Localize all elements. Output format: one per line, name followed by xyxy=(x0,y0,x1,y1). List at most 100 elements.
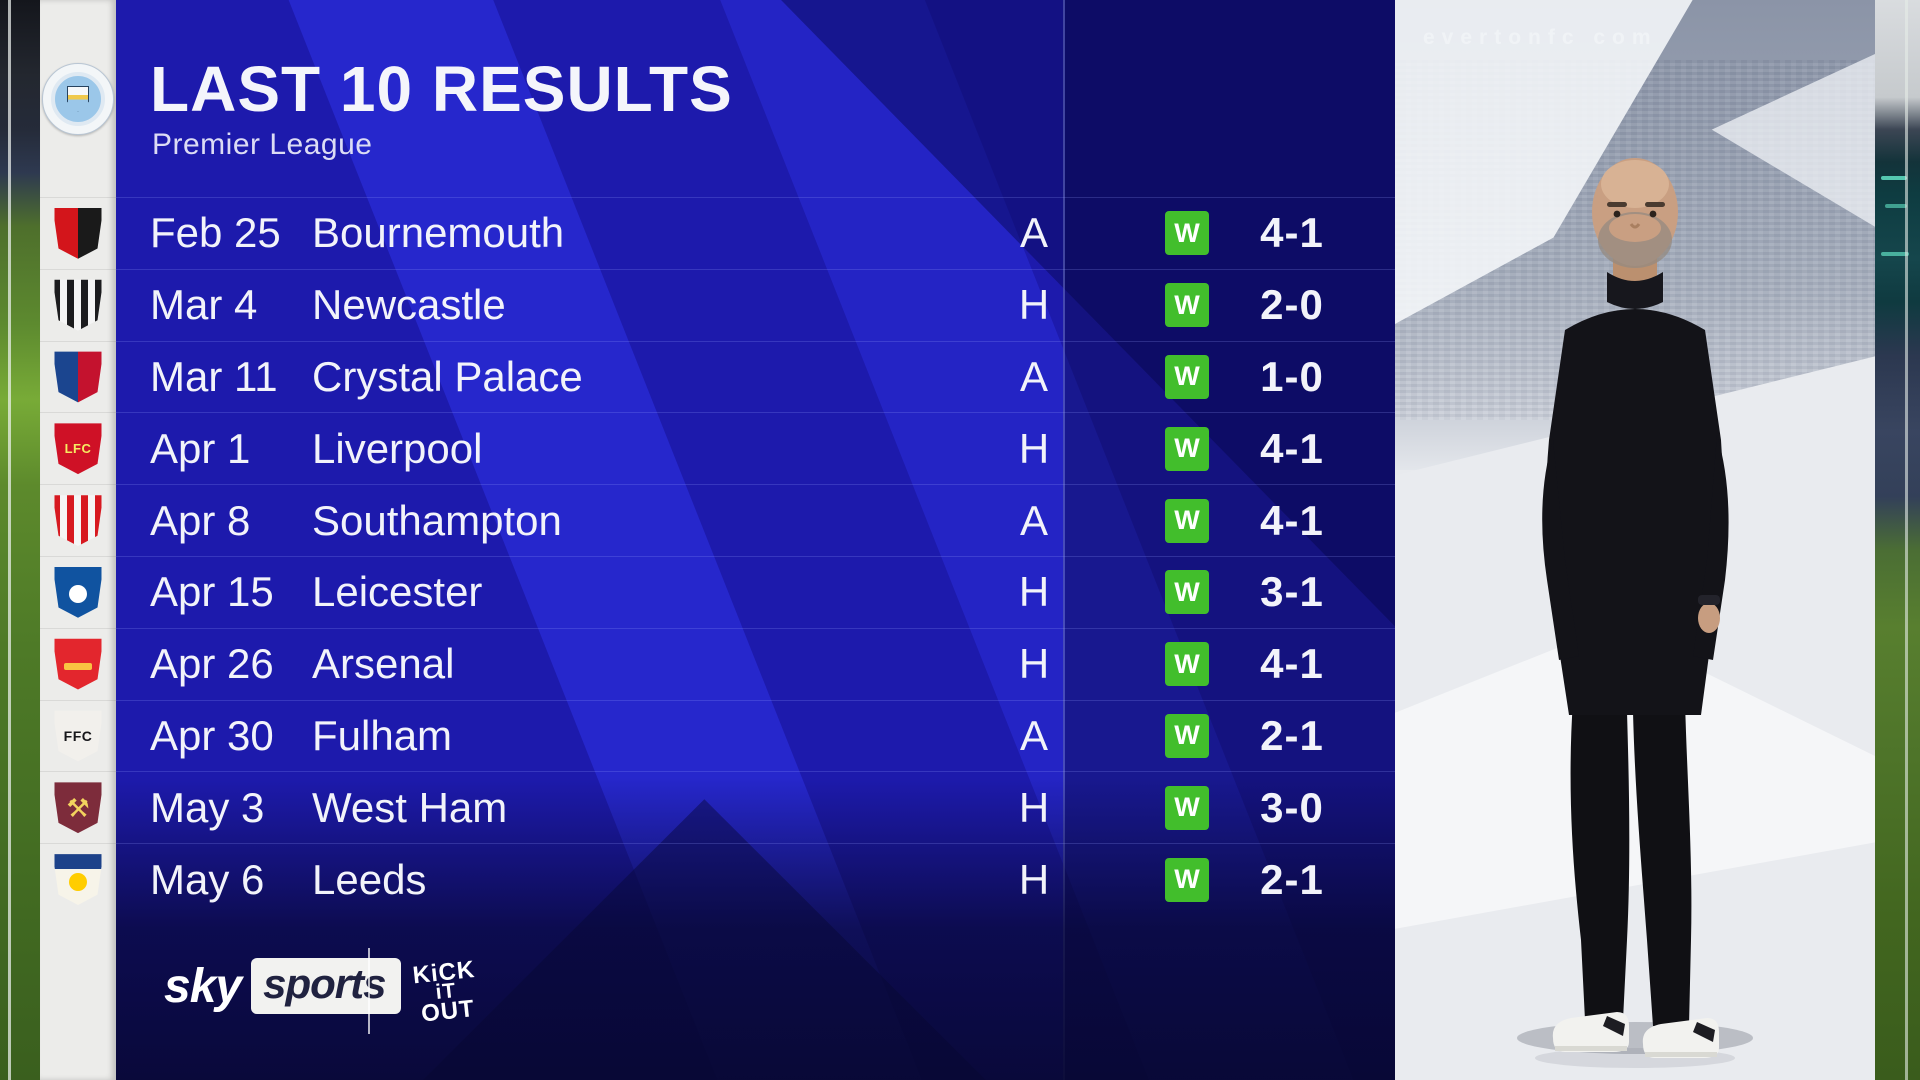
match-date: May 3 xyxy=(150,783,265,831)
venue-home-away: A xyxy=(1019,711,1048,759)
badge-cell xyxy=(40,627,116,700)
badge-cell xyxy=(40,197,116,269)
match-score: 3-0 xyxy=(1260,783,1324,831)
leicester-city-badge-emblem xyxy=(69,585,87,604)
venue-home-away: H xyxy=(1018,783,1050,831)
venue-home-away: H xyxy=(1018,281,1050,329)
scoreboard-text-line xyxy=(1881,252,1909,256)
venue-home-away: A xyxy=(1019,352,1048,400)
match-date: May 6 xyxy=(150,855,265,903)
kick-it-out-logo: KiCK iT OUT xyxy=(393,939,499,1045)
result-row: Apr 15 Leicester H W 3-1 xyxy=(116,555,1395,628)
match-score: 1-0 xyxy=(1260,352,1324,400)
fulham-badge: FFC xyxy=(54,710,102,762)
result-row: Apr 26 Arsenal H W 4-1 xyxy=(116,627,1395,700)
match-date: Mar 11 xyxy=(150,352,278,400)
badge-cell: ⚒ xyxy=(40,771,116,843)
match-date: Apr 15 xyxy=(150,568,274,616)
southampton-badge xyxy=(54,495,102,546)
win-result-badge: W xyxy=(1165,211,1209,256)
match-score: 2-0 xyxy=(1260,281,1324,329)
match-date: Apr 26 xyxy=(150,640,274,688)
match-date: Feb 25 xyxy=(150,209,281,257)
venue-home-away: A xyxy=(1019,496,1048,544)
leeds-united-badge-band xyxy=(54,854,102,869)
match-score: 4-1 xyxy=(1260,424,1324,472)
team-badge-rail: LFC FFC ⚒ xyxy=(40,0,116,1080)
result-row: Apr 1 Liverpool H W 4-1 xyxy=(116,412,1395,484)
match-score: 4-1 xyxy=(1260,209,1324,257)
liverpool-badge: LFC xyxy=(54,423,102,475)
opponent-name: Arsenal xyxy=(312,640,455,688)
leeds-united-badge-emblem xyxy=(69,872,87,891)
newcastle-united-badge xyxy=(54,279,102,331)
result-row: May 6 Leeds H W 2-1 xyxy=(116,843,1395,915)
scoreboard-text-line xyxy=(1881,176,1907,180)
leeds-united-badge xyxy=(54,854,102,905)
win-result-badge: W xyxy=(1165,642,1209,687)
liverpool-badge-initials: LFC xyxy=(64,441,92,457)
venue-home-away: H xyxy=(1018,640,1050,688)
badge-cell-header xyxy=(40,0,116,197)
competition-subtitle: Premier League xyxy=(152,128,373,161)
manager-figure xyxy=(1517,158,1753,1068)
win-result-badge: W xyxy=(1165,713,1209,758)
arsenal-badge-emblem xyxy=(64,663,92,671)
result-row: Feb 25 Bournemouth A W 4-1 xyxy=(116,197,1395,269)
opponent-name: Crystal Palace xyxy=(312,352,583,400)
footer-divider xyxy=(368,948,370,1034)
manchester-city-badge xyxy=(42,62,114,135)
badge-cell: LFC xyxy=(40,412,116,484)
match-score: 4-1 xyxy=(1260,496,1324,544)
goalpost-line xyxy=(1905,0,1908,1080)
arsenal-badge xyxy=(54,638,102,690)
win-result-badge: W xyxy=(1165,498,1209,543)
manager-photo-area: evertonfc com xyxy=(1395,0,1875,1080)
badge-cell xyxy=(40,484,116,556)
leicester-city-badge xyxy=(54,566,102,618)
sky-sports-logo: sky sports xyxy=(164,958,402,1014)
opponent-name: Leeds xyxy=(312,855,427,903)
match-date: Apr 8 xyxy=(150,496,251,544)
fulham-badge-initials: FFC xyxy=(63,727,93,744)
win-result-badge: W xyxy=(1165,283,1209,328)
stadium-photo-left-edge xyxy=(0,0,40,1080)
match-score: 2-1 xyxy=(1260,711,1324,759)
win-result-badge: W xyxy=(1165,354,1209,399)
kick-it-out-line: OUT xyxy=(419,995,477,1028)
venue-home-away: H xyxy=(1018,424,1050,472)
sky-logo-word: sky xyxy=(164,959,242,1013)
result-row: May 3 West Ham H W 3-0 xyxy=(116,771,1395,843)
opponent-name: Bournemouth xyxy=(312,209,565,257)
venue-home-away: H xyxy=(1018,568,1050,616)
win-result-badge: W xyxy=(1165,857,1209,902)
match-score: 4-1 xyxy=(1260,640,1324,688)
crystal-palace-badge xyxy=(54,351,102,403)
opponent-name: Fulham xyxy=(312,711,453,759)
opponent-name: Liverpool xyxy=(312,424,483,472)
scoreboard-text-line xyxy=(1885,204,1907,208)
match-score: 2-1 xyxy=(1260,855,1324,903)
opponent-name: Leicester xyxy=(312,568,483,616)
result-row: Mar 11 Crystal Palace A W 1-0 xyxy=(116,340,1395,413)
win-result-badge: W xyxy=(1165,570,1209,615)
win-result-badge: W xyxy=(1165,785,1209,830)
match-date: Apr 1 xyxy=(150,424,251,472)
badge-cell xyxy=(40,555,116,628)
west-ham-badge: ⚒ xyxy=(54,782,102,834)
opponent-name: Southampton xyxy=(312,496,562,544)
opponent-name: West Ham xyxy=(312,783,508,831)
results-panel: LAST 10 RESULTS Premier League Feb 25 Bo… xyxy=(116,0,1395,1080)
stadium-photo-right-edge xyxy=(1875,0,1920,1080)
badge-cell xyxy=(40,340,116,413)
result-row: Mar 4 Newcastle H W 2-0 xyxy=(116,268,1395,341)
badge-column-rows: LFC FFC ⚒ xyxy=(40,197,116,915)
match-score: 3-1 xyxy=(1260,568,1324,616)
venue-home-away: H xyxy=(1018,855,1050,903)
manchester-city-shield xyxy=(67,85,89,112)
manchester-city-badge-inner xyxy=(51,71,105,126)
badge-cell xyxy=(40,268,116,341)
sports-logo-word: sports xyxy=(251,958,402,1014)
results-rows: Feb 25 Bournemouth A W 4-1 Mar 4 Newcast… xyxy=(116,197,1395,905)
